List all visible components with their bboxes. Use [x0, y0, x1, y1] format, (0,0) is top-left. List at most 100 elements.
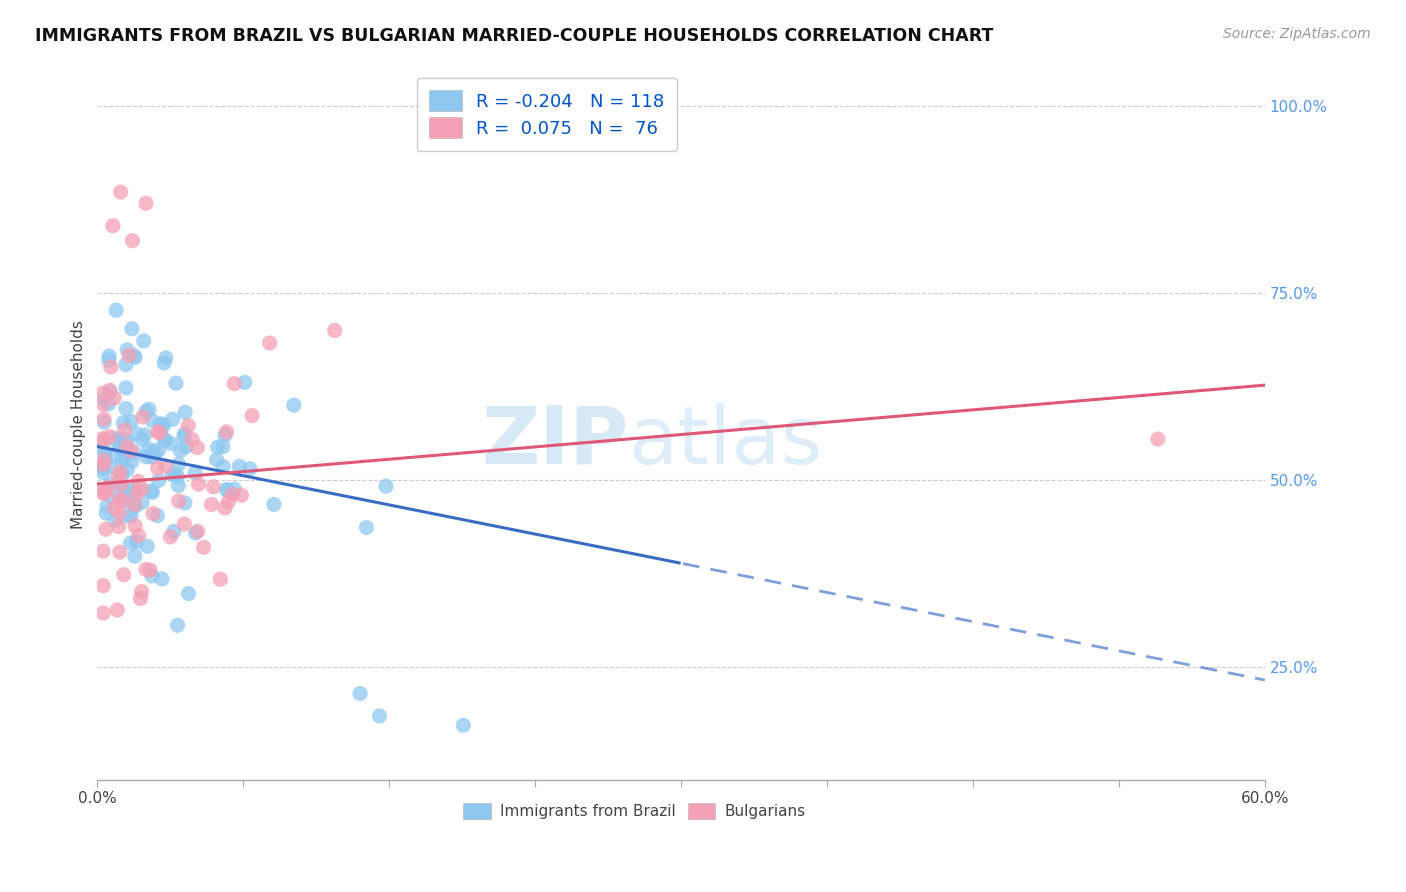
Point: [111, 467, 134, 482]
Text: IMMIGRANTS FROM BRAZIL VS BULGARIAN MARRIED-COUPLE HOUSEHOLDS CORRELATION CHART: IMMIGRANTS FROM BRAZIL VS BULGARIAN MARR…: [35, 27, 994, 45]
Point: [91, 466, 114, 480]
Point: [110, 185, 132, 199]
Point: [94, 446, 117, 460]
Point: [221, 487, 243, 501]
Legend: Immigrants from Brazil, Bulgarians: Immigrants from Brazil, Bulgarians: [457, 797, 811, 825]
Point: [91, 579, 114, 593]
Point: [115, 358, 138, 372]
Point: [160, 436, 183, 450]
Point: [91, 486, 114, 500]
Point: [128, 528, 150, 542]
Point: [114, 423, 136, 437]
Point: [283, 398, 305, 412]
Point: [209, 572, 232, 586]
Point: [146, 461, 169, 475]
Point: [173, 430, 195, 444]
Point: [110, 442, 132, 456]
Point: [105, 603, 128, 617]
Point: [107, 469, 129, 483]
Point: [165, 467, 187, 482]
Point: [91, 432, 114, 446]
Point: [150, 572, 173, 586]
Point: [97, 480, 120, 494]
Point: [107, 519, 129, 533]
Point: [141, 414, 163, 428]
Point: [215, 483, 238, 497]
Point: [91, 462, 114, 476]
Point: [149, 417, 172, 431]
Point: [112, 481, 135, 495]
Point: [228, 459, 250, 474]
Point: [98, 385, 121, 400]
Point: [138, 442, 160, 457]
Point: [97, 353, 120, 368]
Point: [129, 591, 152, 606]
Point: [212, 440, 235, 454]
Point: [174, 440, 197, 454]
Point: [122, 445, 145, 459]
Point: [155, 351, 177, 365]
Point: [122, 349, 145, 363]
Point: [112, 487, 135, 501]
Point: [91, 544, 114, 558]
Point: [91, 442, 114, 457]
Point: [205, 452, 228, 467]
Point: [224, 376, 246, 391]
Point: [108, 545, 131, 559]
Point: [94, 506, 117, 520]
Point: [207, 440, 229, 454]
Point: [124, 498, 146, 512]
Point: [135, 196, 157, 211]
Point: [218, 483, 240, 498]
Point: [115, 439, 138, 453]
Point: [96, 500, 118, 514]
Point: [186, 441, 208, 455]
Point: [115, 343, 138, 357]
Point: [141, 569, 163, 583]
Point: [139, 483, 162, 498]
Point: [120, 443, 142, 458]
Point: [323, 324, 346, 338]
Point: [101, 490, 124, 504]
Point: [233, 376, 256, 390]
Point: [103, 500, 125, 515]
Point: [98, 349, 121, 363]
Point: [259, 336, 281, 351]
Point: [217, 494, 239, 508]
Point: [103, 391, 125, 405]
Text: ZIP: ZIP: [481, 403, 628, 481]
Point: [224, 482, 246, 496]
Point: [159, 530, 181, 544]
Point: [101, 219, 124, 233]
Point: [143, 446, 166, 460]
Point: [125, 426, 148, 441]
Point: [120, 508, 142, 523]
Point: [112, 450, 135, 465]
Point: [155, 433, 177, 447]
Point: [91, 434, 114, 448]
Point: [124, 549, 146, 563]
Point: [212, 459, 235, 474]
Point: [93, 412, 115, 426]
Point: [117, 434, 139, 449]
Point: [153, 356, 176, 370]
Y-axis label: Married-couple Households: Married-couple Households: [72, 319, 86, 528]
Point: [98, 384, 121, 398]
Point: [91, 458, 114, 472]
Point: [135, 562, 157, 576]
Point: [181, 433, 204, 447]
Point: [368, 709, 391, 723]
Point: [93, 415, 115, 429]
Point: [349, 686, 371, 700]
Point: [166, 618, 188, 632]
Point: [166, 469, 188, 483]
Point: [104, 513, 127, 527]
Point: [120, 414, 142, 428]
Point: [100, 359, 122, 374]
Point: [125, 482, 148, 496]
Point: [167, 458, 190, 472]
Point: [134, 427, 156, 442]
Point: [132, 409, 155, 424]
Point: [110, 477, 132, 491]
Point: [115, 401, 138, 416]
